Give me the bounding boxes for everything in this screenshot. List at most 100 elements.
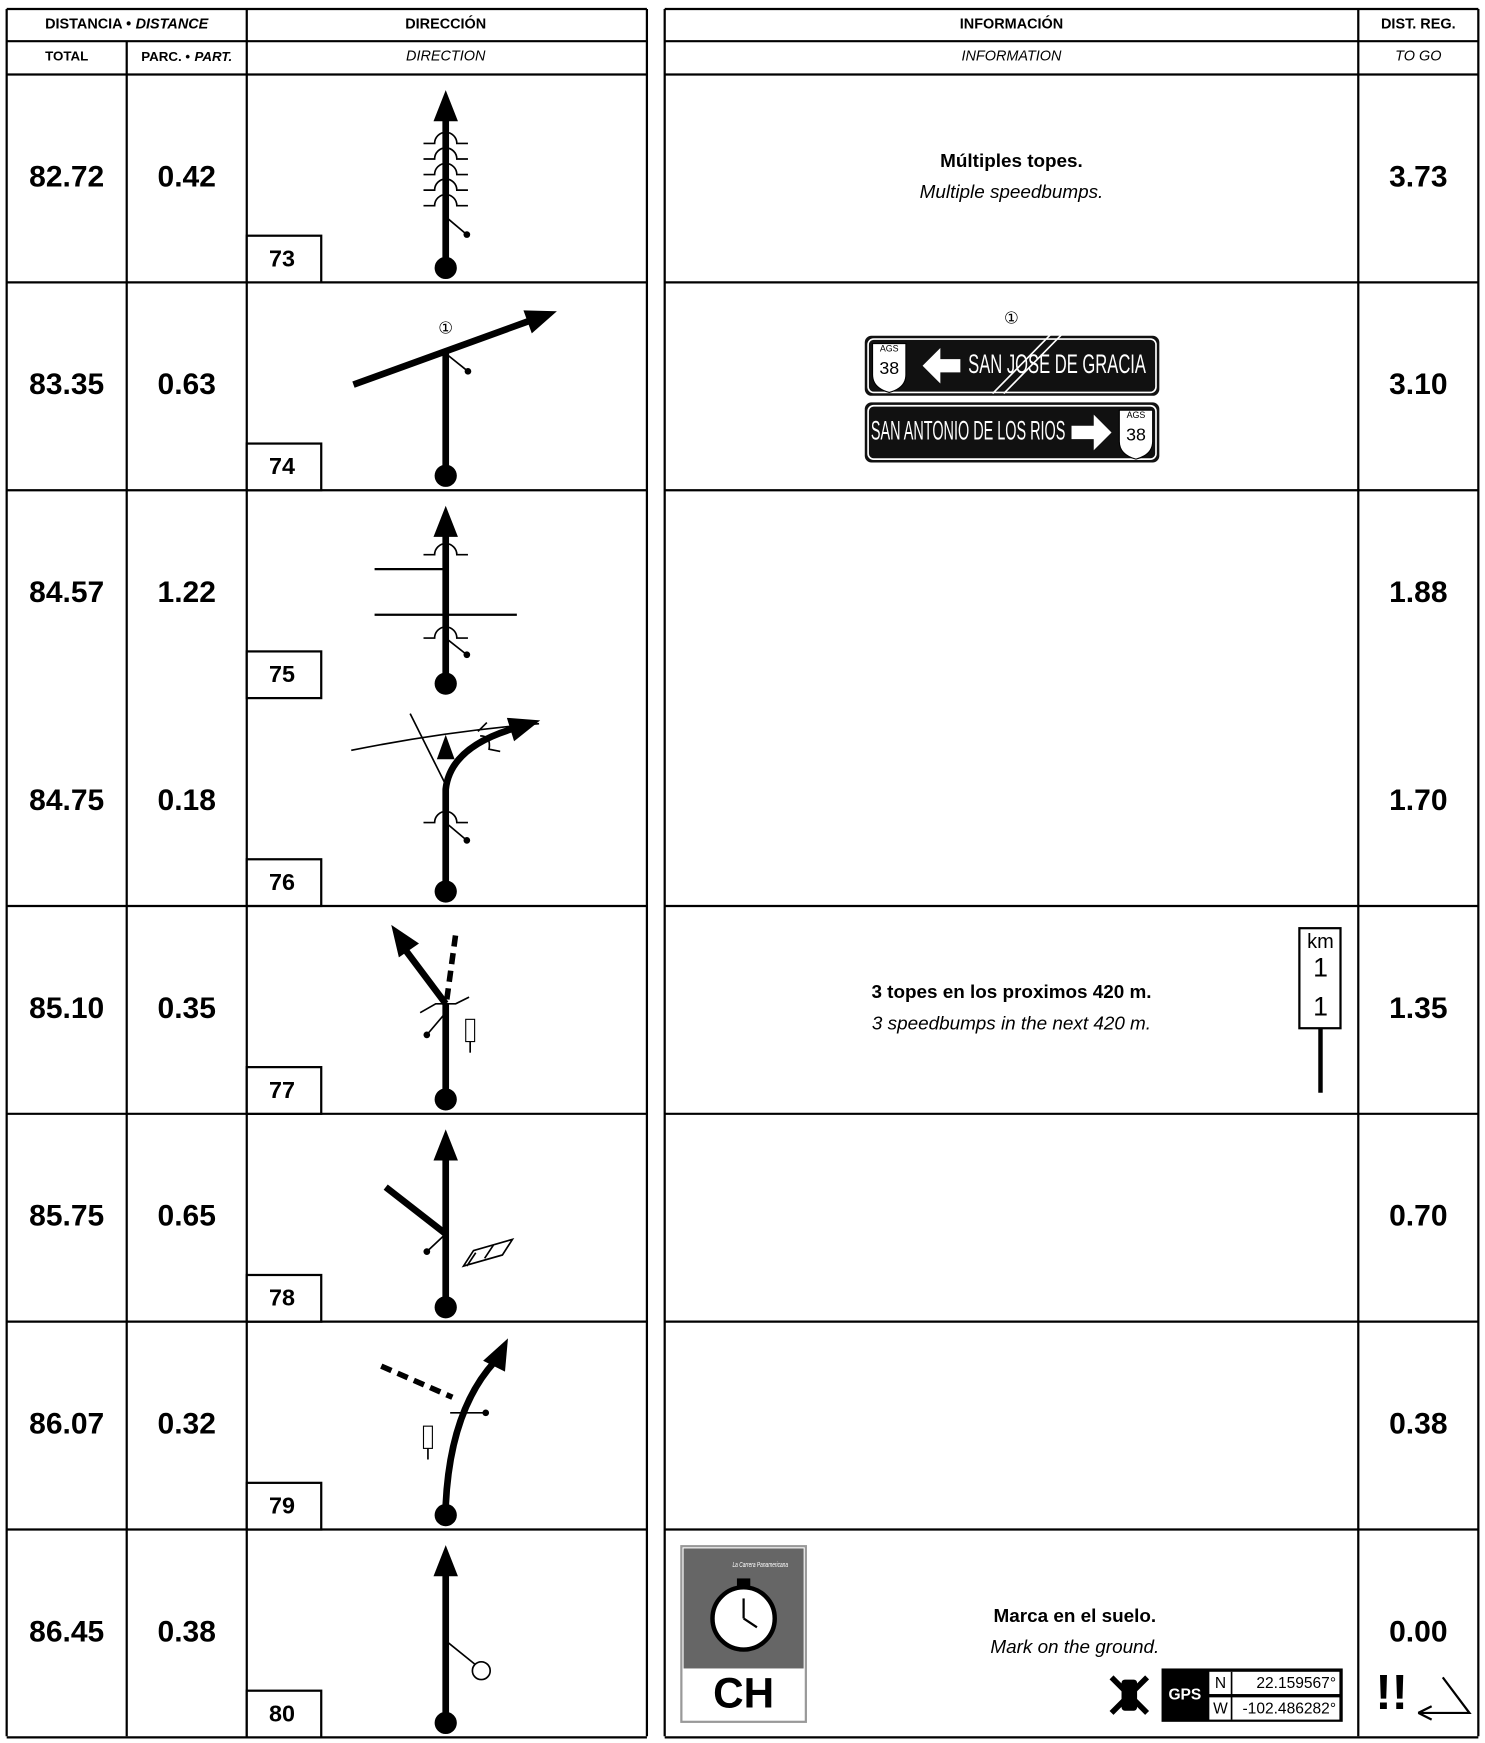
gps-ref: W	[1213, 1701, 1228, 1718]
small-dot	[463, 837, 471, 844]
partial-distance: 0.18	[158, 784, 216, 817]
sign-destination: SAN ANTONIO DE LOS RIOS	[871, 415, 1066, 445]
label: PARC. •	[141, 48, 190, 63]
road	[419, 996, 470, 1014]
gps-label: GPS	[1168, 1686, 1201, 1703]
road	[477, 721, 501, 753]
info: Múltiples topes.	[940, 151, 1083, 172]
road	[423, 193, 468, 207]
number-box	[245, 442, 323, 492]
small-dot	[482, 1409, 490, 1417]
line	[1003, 330, 1066, 395]
arrow-head	[433, 1545, 458, 1577]
shield-route: 38	[1126, 424, 1146, 444]
return-arrow	[1417, 1676, 1472, 1721]
instruction-number: 73	[269, 245, 295, 271]
total-distance: 82.72	[29, 160, 104, 193]
shield-state: AGS	[880, 343, 899, 353]
number-box	[245, 1273, 323, 1323]
gps-lat: 22.159567°	[1256, 1675, 1336, 1692]
header-direction-en: DIRECTION	[406, 49, 486, 65]
small-dot	[423, 1248, 431, 1255]
start-dot	[434, 464, 457, 487]
tree	[436, 734, 455, 760]
start-dot	[434, 1088, 457, 1111]
header-direction: DIRECCIÓN	[405, 14, 486, 32]
small-dot	[463, 231, 471, 238]
header-information: INFORMACIÓN	[960, 14, 1063, 32]
arrow-head	[523, 310, 557, 334]
small-dot	[464, 367, 472, 375]
arrow-head	[506, 717, 541, 742]
stopwatch-crown	[736, 1578, 751, 1588]
arrow-head	[391, 924, 419, 958]
label: DISTANCE	[136, 16, 209, 32]
shield	[871, 342, 907, 394]
sign-border	[867, 404, 1157, 460]
partial-distance: 0.42	[158, 160, 216, 193]
shield-state: AGS	[1127, 410, 1146, 420]
distance-to-go: 1.70	[1389, 784, 1447, 817]
gps-lon: -102.486282°	[1243, 1701, 1337, 1718]
shield	[1118, 409, 1154, 460]
sign-border	[867, 338, 1157, 394]
road	[351, 722, 540, 752]
line	[383, 1184, 448, 1237]
gps-cell	[1209, 1697, 1340, 1720]
instruction-number: 76	[269, 869, 295, 895]
header-information-en: INFORMATION	[961, 49, 1062, 65]
instruction-number: 77	[269, 1077, 295, 1103]
line	[352, 317, 533, 388]
line	[409, 713, 447, 786]
start-dot	[434, 1711, 457, 1735]
road	[423, 162, 468, 176]
instruction-number: 74	[269, 453, 295, 479]
label: PART.	[195, 48, 233, 63]
gps-cell	[1209, 1671, 1340, 1695]
total-distance: 86.45	[29, 1615, 104, 1648]
line	[426, 1012, 447, 1036]
distance-to-go: 1.88	[1389, 576, 1447, 609]
header-distance: DISTANCIA • DISTANCE	[45, 16, 209, 32]
line	[445, 821, 468, 842]
small-dot	[463, 651, 471, 659]
road	[442, 726, 513, 892]
instruction-number: 79	[269, 1492, 295, 1518]
line	[742, 1617, 758, 1629]
km-unit: km	[1307, 931, 1334, 953]
gps-ref: N	[1215, 1675, 1226, 1692]
partial-distance: 0.63	[158, 368, 216, 401]
number-box	[245, 234, 323, 284]
partial-distance: 1.22	[158, 576, 216, 609]
road	[423, 178, 468, 191]
line	[380, 1363, 454, 1400]
road	[423, 131, 468, 145]
warning: !!	[1375, 1666, 1408, 1720]
header-to-go: DIST. REG.	[1381, 16, 1456, 32]
start-dot	[434, 256, 457, 280]
km-post	[1298, 927, 1342, 1030]
instruction-number: 75	[269, 661, 295, 687]
number-box	[245, 650, 323, 700]
partial-distance: 0.65	[158, 1200, 216, 1233]
sign-marker: ①	[1004, 308, 1019, 327]
start-dot	[434, 1296, 457, 1319]
info-en: Mark on the ground.	[990, 1637, 1159, 1658]
km-value: 1	[1313, 991, 1328, 1021]
distance-to-go: 3.10	[1389, 368, 1447, 401]
partial-distance: 0.32	[158, 1408, 216, 1441]
partial-distance: 0.35	[158, 992, 216, 1025]
sign-panel	[864, 402, 1160, 463]
total-distance: 86.07	[29, 1408, 104, 1441]
number-box	[245, 1689, 323, 1739]
header-to-go-en: TO GO	[1395, 49, 1441, 65]
line	[445, 1640, 476, 1665]
line	[445, 216, 468, 236]
sign-destination: SAN JOSE DE GRACIA	[968, 349, 1146, 379]
km-value: 1	[1313, 952, 1328, 982]
start-dot	[434, 880, 457, 903]
event-name: La Carrera Panamericana	[732, 1560, 788, 1569]
arrow-head	[433, 1129, 458, 1161]
line	[403, 948, 449, 1006]
distance-to-go: 0.70	[1389, 1200, 1447, 1233]
